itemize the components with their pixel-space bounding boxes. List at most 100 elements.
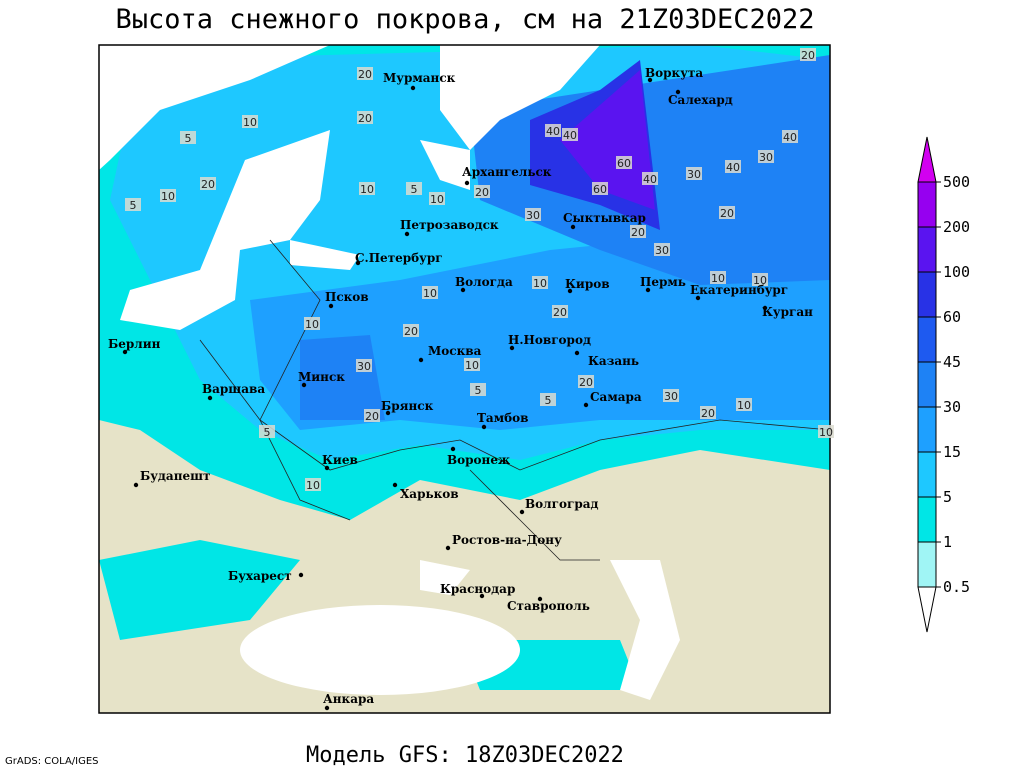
water bbox=[610, 560, 680, 700]
city-dot bbox=[122, 349, 128, 355]
water bbox=[420, 140, 470, 190]
water bbox=[99, 45, 330, 170]
contour-label: 20 bbox=[475, 186, 489, 199]
contour-label: 20 bbox=[631, 226, 645, 239]
contour-label: 30 bbox=[664, 390, 678, 403]
city-label: Вологда bbox=[455, 275, 513, 289]
contour-label-bg bbox=[782, 130, 798, 143]
border bbox=[469, 469, 600, 561]
contour-label-bg bbox=[357, 111, 373, 124]
city-label: Ростов-на-Дону bbox=[452, 533, 562, 547]
city-dot bbox=[675, 89, 681, 95]
contour-label: 20 bbox=[701, 407, 715, 420]
contour-label: 10 bbox=[306, 479, 320, 492]
city-label: Казань bbox=[588, 354, 639, 368]
contour-label: 10 bbox=[243, 116, 257, 129]
contour-label: 20 bbox=[358, 112, 372, 125]
colorbar-label: 200 bbox=[943, 218, 970, 236]
city-label: Варшава bbox=[202, 382, 265, 396]
city-label: Курган bbox=[762, 305, 813, 319]
credit: GrADS: COLA/IGES bbox=[5, 756, 99, 767]
contour-label: 10 bbox=[533, 277, 547, 290]
contour-label-bg bbox=[725, 160, 741, 173]
city-label: Архангельск bbox=[462, 165, 552, 179]
contour-label-bg bbox=[736, 398, 752, 411]
city-label: Самара bbox=[590, 390, 642, 404]
contour-label: 40 bbox=[643, 173, 657, 186]
city-label: Тамбов bbox=[477, 411, 528, 425]
contour-label: 5 bbox=[411, 183, 418, 196]
contour-label: 20 bbox=[404, 325, 418, 338]
water bbox=[290, 240, 360, 270]
contour-label-bg bbox=[654, 243, 670, 256]
city-label: Москва bbox=[428, 344, 482, 358]
city-dot bbox=[355, 260, 361, 266]
city-dot bbox=[450, 446, 456, 452]
colorbar-label: 60 bbox=[943, 308, 961, 326]
snow-area bbox=[560, 70, 655, 210]
contour-label: 10 bbox=[465, 359, 479, 372]
contour-label: 20 bbox=[358, 68, 372, 81]
city-dot bbox=[445, 545, 451, 551]
colorbar-bin bbox=[917, 451, 937, 498]
colorbar-high bbox=[917, 136, 937, 183]
contour-label-bg bbox=[359, 182, 375, 195]
city-dot bbox=[460, 287, 466, 293]
contour-label-bg bbox=[616, 156, 632, 169]
contour-label: 20 bbox=[201, 178, 215, 191]
contour-label-bg bbox=[364, 409, 380, 422]
contour-label: 60 bbox=[593, 183, 607, 196]
contour-label: 20 bbox=[553, 306, 567, 319]
contour-label: 40 bbox=[563, 129, 577, 142]
city-dot bbox=[385, 410, 391, 416]
contour-label: 30 bbox=[687, 168, 701, 181]
contour-label-bg bbox=[474, 185, 490, 198]
contour-label-bg bbox=[545, 124, 561, 137]
colorbar-label: 30 bbox=[943, 398, 961, 416]
contour-label: 30 bbox=[759, 151, 773, 164]
colorbar-bin bbox=[917, 496, 937, 543]
border bbox=[199, 339, 351, 521]
contour-label: 40 bbox=[726, 161, 740, 174]
colorbar-bin bbox=[917, 226, 937, 273]
contour-label-bg bbox=[422, 286, 438, 299]
contour-label: 5 bbox=[545, 394, 552, 407]
contour-label: 30 bbox=[357, 360, 371, 373]
colorbar-bin bbox=[917, 316, 937, 363]
city-label: С.Петербург bbox=[355, 251, 443, 265]
water bbox=[120, 130, 330, 330]
contour-label-bg bbox=[429, 192, 445, 205]
contour-label: 30 bbox=[526, 209, 540, 222]
contour-label: 10 bbox=[161, 190, 175, 203]
city-label: Брянск bbox=[381, 399, 434, 413]
snow-area bbox=[99, 540, 300, 640]
city-label: Воронеж bbox=[447, 453, 510, 467]
city-dot bbox=[324, 465, 330, 471]
city-dot bbox=[392, 482, 398, 488]
contour-label: 5 bbox=[130, 199, 137, 212]
contour-label-bg bbox=[356, 359, 372, 372]
contour-label-bg bbox=[818, 425, 834, 438]
city-label: Берлин bbox=[108, 337, 161, 351]
footer: Модель GFS: 18Z03DEC2022 bbox=[306, 743, 624, 768]
contour-label-bg bbox=[562, 128, 578, 141]
contour-label-bg bbox=[406, 182, 422, 195]
city-dot bbox=[695, 295, 701, 301]
contour-label-bg bbox=[663, 389, 679, 402]
title: Высота снежного покрова, см на 21Z03DEC2… bbox=[116, 4, 815, 35]
city-dot bbox=[324, 705, 330, 711]
contour-label: 10 bbox=[430, 193, 444, 206]
city-dot bbox=[583, 402, 589, 408]
contour-label: 5 bbox=[264, 426, 271, 439]
city-dot bbox=[537, 596, 543, 602]
city-dot bbox=[464, 180, 470, 186]
city-dot bbox=[645, 287, 651, 293]
contour-label-bg bbox=[525, 208, 541, 221]
contour-label-bg bbox=[700, 406, 716, 419]
contour-label-bg bbox=[710, 271, 726, 284]
city-dot bbox=[519, 509, 525, 515]
city-dot bbox=[567, 288, 573, 294]
contour-label: 20 bbox=[720, 207, 734, 220]
city-label: Ставрополь bbox=[507, 599, 590, 613]
